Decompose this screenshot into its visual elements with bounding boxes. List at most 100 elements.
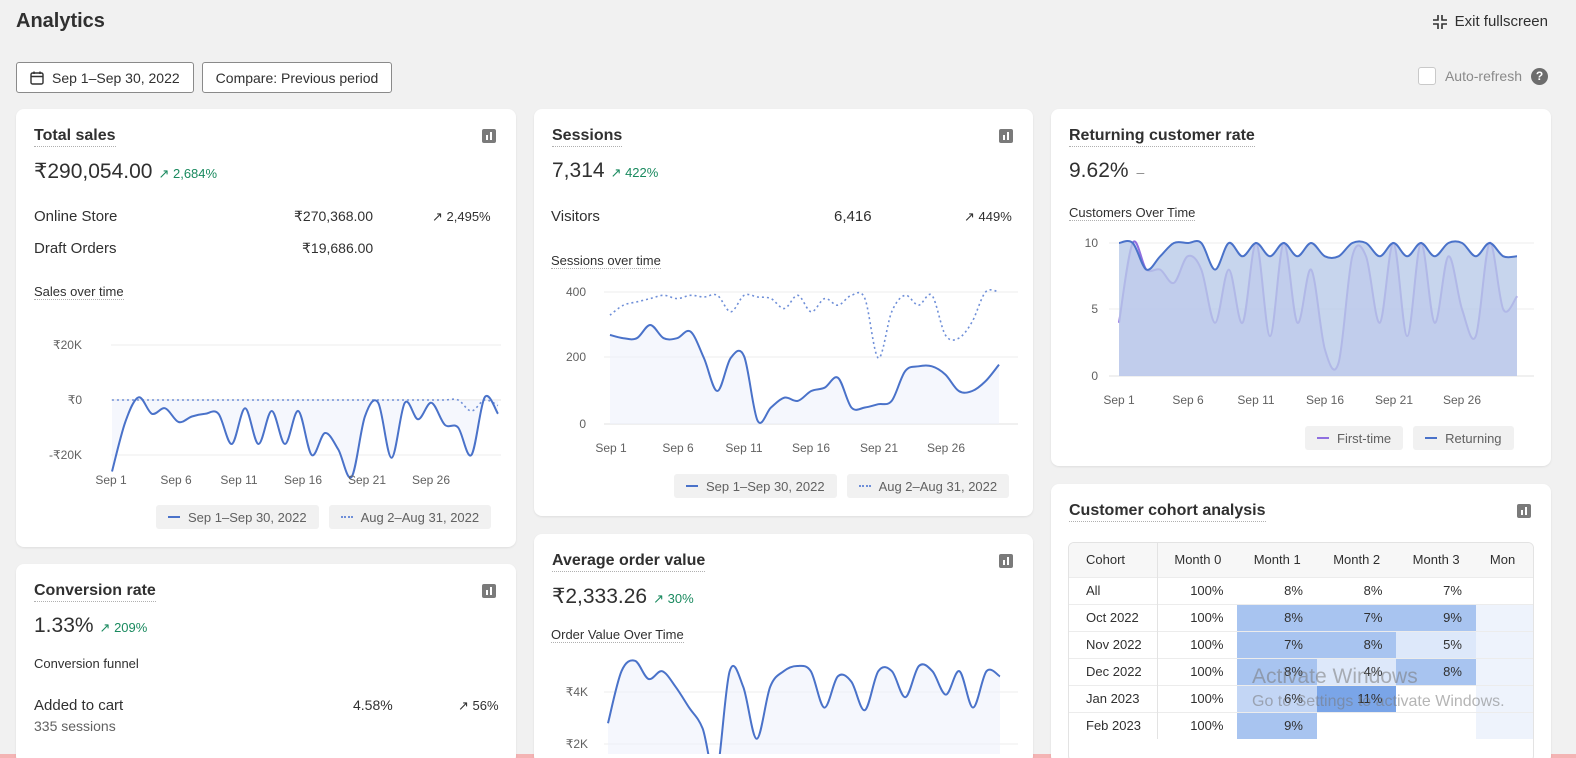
cohort-label: Oct 2022 [1069,604,1159,631]
conversion-amount: 1.33% [34,614,94,637]
sessions-title[interactable]: Sessions [552,127,623,147]
cohort-title[interactable]: Customer cohort analysis [1069,502,1266,522]
breakdown-label: Online Store [34,208,118,225]
legend-item-previous[interactable]: Aug 2–Aug 31, 2022 [328,505,492,529]
sessions-chart: 400 200 0 Sep 1 Sep 6 Sep 11 Sep 16 Sep … [566,285,1018,455]
cohort-cell: 9% [1396,604,1476,631]
cohort-cell: 8% [1284,583,1303,598]
date-range-button[interactable]: Sep 1–Sep 30, 2022 [16,62,194,93]
conversion-delta-value: 209% [114,620,148,635]
total-sales-value: ₹290,054.00 ↗ 2,684% [34,159,217,184]
sessions-chart-title: Sessions over time [551,253,661,269]
table-header-row: Cohort Month 0 Month 1 Month 2 Month 3 M… [1069,543,1533,577]
aov-delta: ↗ 30% [653,591,694,606]
breakdown-value: ₹270,368.00 [294,208,373,224]
sessions-legend: Sep 1–Sep 30, 2022 Aug 2–Aug 31, 2022 [674,474,1010,498]
returning-value: 9.62% – [1069,159,1144,183]
legend-item-previous[interactable]: Aug 2–Aug 31, 2022 [846,474,1010,498]
aov-delta-value: 30% [667,591,694,606]
cohort-cell: 100% [1190,718,1224,734]
returning-area [1119,241,1517,376]
returning-title[interactable]: Returning customer rate [1069,127,1255,147]
visitors-label: Visitors [551,208,600,225]
chart-icon[interactable] [999,129,1013,143]
cohort-cell: 100% [1190,637,1224,652]
cohort-cell: 6% [1237,685,1317,712]
cohort-cell [1475,631,1533,658]
date-range-label: Sep 1–Sep 30, 2022 [52,69,180,86]
legend-label: First-time [1337,430,1392,446]
aov-card: Average order value ₹2,333.26 ↗ 30% Order… [534,534,1033,758]
exit-fullscreen-label: Exit fullscreen [1454,13,1548,30]
x-tick-label: Sep 26 [927,441,965,455]
cohort-cell: 8% [1396,658,1476,685]
cohort-label: All [1069,577,1159,604]
auto-refresh: Auto-refresh ? [1417,67,1548,85]
total-sales-title[interactable]: Total sales [34,127,116,147]
cohort-cell: 11% [1316,685,1397,712]
aov-amount: ₹2,333.26 [552,585,648,608]
cohort-label: Feb 2023 [1069,712,1159,739]
legend-item-current[interactable]: Sep 1–Sep 30, 2022 [156,505,319,529]
y-tick-label: 10 [1085,236,1099,250]
breakdown-delta: ↗ 2,495% [432,209,491,224]
table-row: Oct 2022 100% 8% 7% 9% [1069,604,1533,631]
series-line-current [609,323,1000,424]
calendar-icon [30,71,44,85]
aov-title[interactable]: Average order value [552,552,706,572]
cohort-cell: 4% [1316,658,1397,685]
total-sales-delta-value: 2,684% [172,166,218,181]
y-tick-label: 200 [566,350,586,364]
auto-refresh-label: Auto-refresh [1444,68,1522,84]
conversion-value: 1.33% ↗ 209% [34,614,147,638]
sessions-value: 7,314 ↗ 422% [552,159,658,183]
cohort-cell [1475,658,1533,685]
y-tick-label: -₹20K [49,448,82,462]
chart-icon[interactable] [482,129,496,143]
cohort-label: Nov 2022 [1069,631,1159,658]
help-icon[interactable]: ? [1531,67,1548,85]
series-line-previous [609,289,1000,359]
legend-label: Sep 1–Sep 30, 2022 [188,509,307,525]
customers-chart-title: Customers Over Time [1069,205,1196,221]
y-tick-label: ₹4K [566,685,588,699]
visitors-value: 6,416 [834,208,872,225]
cohort-cell: 8% [1237,604,1317,631]
column-header: Month 0 [1174,552,1222,568]
x-tick-label: Sep 26 [1443,393,1481,407]
legend-item-first-time[interactable]: First-time [1305,426,1404,450]
y-tick-label: 0 [1091,369,1098,383]
cohort-label: Jan 2023 [1069,685,1159,712]
compare-button[interactable]: Compare: Previous period [201,62,393,93]
x-tick-label: Sep 21 [1375,393,1413,407]
legend-label: Returning [1445,430,1502,446]
exit-fullscreen-button[interactable]: Exit fullscreen [1432,13,1548,30]
cohort-cell: 8% [1363,583,1383,598]
chart-icon[interactable] [1517,504,1531,518]
legend-swatch [858,485,871,487]
cohort-cell: 100% [1190,583,1224,598]
legend-item-returning[interactable]: Returning [1413,426,1514,450]
legend-label: Aug 2–Aug 31, 2022 [878,478,998,494]
chart-icon[interactable] [999,554,1013,568]
breakdown-label: Draft Orders [34,240,117,257]
x-tick-label: Sep 11 [725,441,762,455]
table-row: All 100% 8% 8% 7% [1069,577,1533,604]
series-area [112,395,498,478]
series-line-previous [111,398,499,412]
cohort-cell [1475,712,1533,739]
customers-legend: First-time Returning [1305,426,1514,450]
chart-icon[interactable] [482,584,496,598]
legend-item-current[interactable]: Sep 1–Sep 30, 2022 [674,474,837,498]
total-sales-card: Total sales ₹290,054.00 ↗ 2,684% Online S… [16,109,516,547]
auto-refresh-checkbox[interactable] [1417,67,1436,85]
legend-swatch [686,485,698,487]
conversion-title[interactable]: Conversion rate [34,582,156,602]
page-title: Analytics [16,10,105,32]
funnel-step-sessions: 335 sessions [34,718,116,734]
cohort-label: Dec 2022 [1069,658,1159,685]
x-tick-label: Sep 21 [860,441,898,455]
legend-swatch [1317,437,1329,439]
y-tick-label: ₹0 [68,393,83,407]
series-line-current [111,394,499,479]
